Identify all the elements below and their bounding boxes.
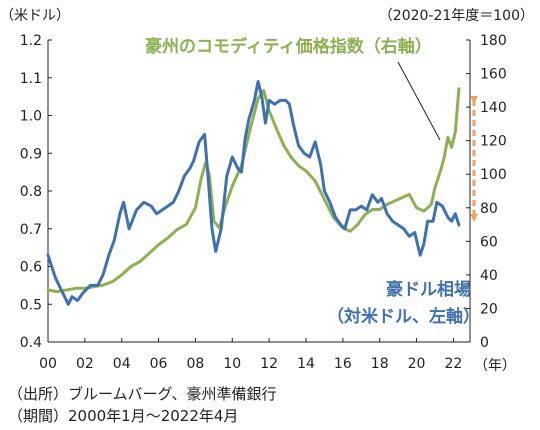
x-tick-label: 14: [297, 356, 315, 372]
period-note: （期間）2000年1月～2022年4月: [8, 407, 239, 425]
aud-usd-line: [46, 80, 461, 306]
left-tick-label: 1.0: [20, 109, 42, 125]
right-tick-label: 0: [480, 335, 489, 351]
x-tick-label: 08: [187, 356, 205, 372]
right-tick-label: 20: [480, 301, 498, 317]
left-tick-label: 0.4: [20, 335, 42, 351]
right-tick-label: 140: [480, 100, 507, 116]
commodity-index-line: [46, 87, 461, 294]
right-tick-label: 40: [480, 268, 498, 284]
x-axis-unit-label: （年）: [474, 358, 516, 374]
x-tick-label: 20: [408, 356, 426, 372]
x-tick-label: 16: [334, 356, 352, 372]
x-tick-label: 04: [113, 356, 131, 372]
commodity-series-label: 豪州のコモディティ価格指数（右軸）: [145, 36, 432, 57]
x-tick-label: 12: [260, 356, 278, 372]
commodity-callout-line: [397, 61, 441, 141]
left-tick-label: 0.5: [20, 297, 42, 313]
x-tick-label: 10: [223, 356, 241, 372]
left-tick-label: 1.1: [20, 71, 42, 87]
x-tick-label: 18: [371, 356, 389, 372]
right-tick-label: 160: [480, 67, 507, 83]
aud-series-label-line1: 豪ドル相場: [386, 279, 471, 300]
left-tick-label: 0.9: [20, 146, 42, 162]
left-axis-unit-label: （米ドル）: [0, 8, 70, 24]
x-tick-label: 22: [445, 356, 463, 372]
chart: 0.40.50.60.70.80.91.01.11.20204060801001…: [0, 8, 534, 374]
source-note: （出所）ブルームバーグ、豪州準備銀行: [8, 385, 277, 403]
x-tick-label: 06: [150, 356, 168, 372]
axes: 0.40.50.60.70.80.91.01.11.20204060801001…: [20, 33, 507, 372]
left-tick-label: 1.2: [20, 33, 42, 49]
right-tick-label: 100: [480, 167, 507, 183]
right-tick-label: 120: [480, 134, 507, 150]
right-tick-label: 180: [480, 33, 507, 49]
left-tick-label: 0.8: [20, 184, 42, 200]
left-tick-label: 0.6: [20, 260, 42, 276]
x-tick-label: 00: [39, 356, 57, 372]
right-tick-label: 80: [480, 201, 498, 217]
right-axis-unit-label: （2020-21年度＝100）: [379, 8, 534, 24]
right-tick-label: 60: [480, 234, 498, 250]
x-tick-label: 02: [76, 356, 94, 372]
left-tick-label: 0.7: [20, 222, 42, 238]
series-layer: [46, 80, 461, 306]
aud-series-label-line2: （対米ドル、左軸）: [327, 306, 480, 327]
